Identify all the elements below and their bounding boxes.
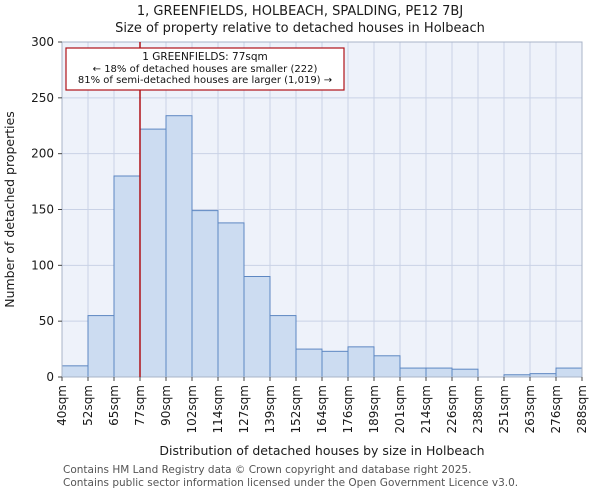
- bar: [139, 128, 167, 378]
- x-tick-label: 40sqm: [55, 385, 69, 426]
- y-tick-label: 200: [31, 147, 54, 161]
- bar: [295, 348, 323, 378]
- annotation-line3: 81% of semi-detached houses are larger (…: [78, 75, 332, 86]
- y-tick-label: 0: [46, 370, 54, 384]
- x-tick-label: 226sqm: [445, 385, 459, 433]
- bar: [165, 115, 193, 378]
- x-tick-label: 127sqm: [237, 385, 251, 433]
- x-tick-label: 65sqm: [107, 385, 121, 426]
- bar: [529, 373, 557, 378]
- histogram-chart: 0 50 100 150 200 250 300 40sqm 52sqm 65sqm 77sqm 90…: [2, 35, 589, 458]
- bar: [87, 315, 115, 378]
- bar: [191, 210, 219, 378]
- annotation-line2: ← 18% of detached houses are smaller (22…: [93, 64, 318, 75]
- x-tick-label: 189sqm: [367, 385, 381, 433]
- x-tick-label: 238sqm: [471, 385, 485, 433]
- y-tick-label: 300: [31, 35, 54, 49]
- x-tick-label: 152sqm: [289, 385, 303, 433]
- bar: [321, 350, 349, 378]
- footer-attribution-ogl: Contains public sector information licen…: [63, 477, 519, 489]
- bar: [555, 367, 583, 378]
- bar: [243, 276, 271, 378]
- y-tick-label: 250: [31, 91, 54, 105]
- bar: [269, 315, 297, 378]
- chart-title: 1, GREENFIELDS, HOLBEACH, SPALDING, PE12…: [136, 4, 464, 19]
- x-tick-label: 90sqm: [159, 385, 173, 426]
- y-tick-label: 100: [31, 258, 54, 272]
- x-tick-label: 251sqm: [497, 385, 511, 433]
- x-tick-label: 102sqm: [185, 385, 199, 433]
- y-tick-label: 50: [39, 314, 54, 328]
- x-tick-label: 176sqm: [341, 385, 355, 433]
- x-tick-label: 214sqm: [419, 385, 433, 433]
- footer-attribution-hmlr: Contains HM Land Registry data © Crown c…: [63, 464, 472, 476]
- bar: [347, 346, 375, 378]
- x-tick-label: 139sqm: [263, 385, 277, 433]
- bar: [425, 367, 453, 378]
- y-tick-label: 150: [31, 203, 54, 217]
- x-tick-label: 164sqm: [315, 385, 329, 433]
- x-tick-label: 201sqm: [393, 385, 407, 433]
- bar: [373, 355, 401, 378]
- x-tick-label: 52sqm: [81, 385, 95, 426]
- x-tick-label: 114sqm: [211, 385, 225, 433]
- bar: [217, 222, 245, 378]
- annotation-line1: 1 GREENFIELDS: 77sqm: [142, 51, 268, 63]
- x-axis-title: Distribution of detached houses by size …: [159, 443, 484, 458]
- bar: [113, 175, 141, 378]
- y-axis-title: Number of detached properties: [2, 111, 17, 308]
- annotation-box: [65, 47, 345, 91]
- x-tick-label: 288sqm: [575, 385, 589, 433]
- x-tick-label: 263sqm: [523, 385, 537, 433]
- bar: [451, 368, 479, 378]
- chart-subtitle: Size of property relative to detached ho…: [115, 21, 485, 36]
- bar: [399, 367, 427, 378]
- bar: [61, 365, 89, 378]
- x-tick-label: 276sqm: [549, 385, 563, 433]
- x-tick-label: 77sqm: [133, 385, 147, 426]
